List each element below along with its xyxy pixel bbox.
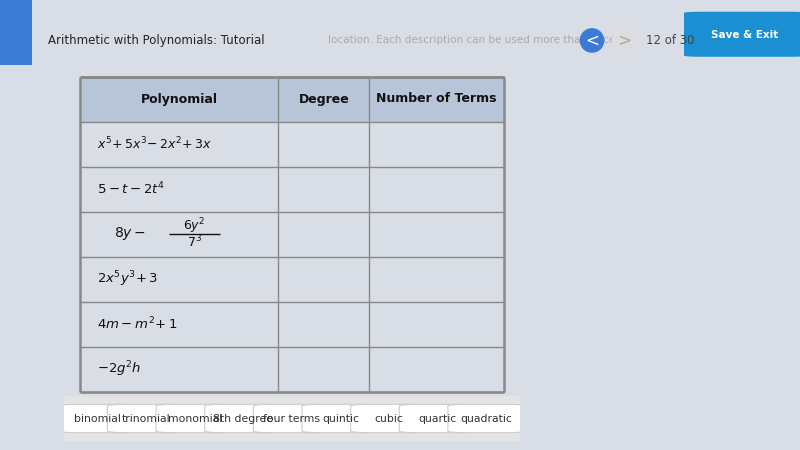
Text: quartic: quartic [418, 414, 457, 423]
Text: quintic: quintic [322, 414, 359, 423]
Bar [0, 0, 32, 65]
FancyBboxPatch shape [156, 404, 234, 433]
Text: cubic: cubic [375, 414, 404, 423]
Text: location. Each description can be used more than once.: location. Each description can be used m… [328, 36, 618, 45]
Text: 8th degree: 8th degree [214, 414, 274, 423]
Bar [80, 76, 504, 122]
FancyBboxPatch shape [448, 404, 526, 433]
Text: Arithmetic with Polynomials: Tutorial: Arithmetic with Polynomials: Tutorial [48, 34, 265, 47]
Text: binomial: binomial [74, 414, 121, 423]
Text: monomial: monomial [167, 414, 222, 423]
FancyBboxPatch shape [205, 404, 282, 433]
FancyBboxPatch shape [302, 404, 379, 433]
FancyBboxPatch shape [107, 404, 185, 433]
Text: $8y-$: $8y-$ [114, 225, 146, 243]
Text: 12 of 30: 12 of 30 [646, 34, 694, 47]
FancyBboxPatch shape [350, 404, 428, 433]
Text: $-2g^2h$: $-2g^2h$ [97, 359, 142, 379]
Text: $6y^2$: $6y^2$ [183, 216, 206, 236]
Text: $x^5\!+5x^3\!-2x^2\!+3x$: $x^5\!+5x^3\!-2x^2\!+3x$ [97, 136, 212, 152]
Text: four terms: four terms [263, 414, 321, 423]
Text: $7^3$: $7^3$ [187, 234, 202, 250]
FancyBboxPatch shape [50, 395, 534, 442]
Text: >: > [617, 32, 631, 50]
FancyBboxPatch shape [254, 404, 330, 433]
Text: Polynomial: Polynomial [141, 93, 218, 105]
Text: Save & Exit: Save & Exit [711, 30, 778, 40]
Text: Number of Terms: Number of Terms [376, 93, 497, 105]
Text: <: < [585, 32, 599, 50]
Text: $4m-m^2\!+1$: $4m-m^2\!+1$ [97, 316, 178, 332]
FancyBboxPatch shape [58, 404, 136, 433]
FancyBboxPatch shape [399, 404, 477, 433]
Text: $5-t-2t^4$: $5-t-2t^4$ [97, 181, 165, 197]
Text: $2x^5y^3\!+3$: $2x^5y^3\!+3$ [97, 269, 158, 289]
Text: Degree: Degree [298, 93, 349, 105]
FancyBboxPatch shape [684, 12, 800, 57]
Text: quadratic: quadratic [461, 414, 513, 423]
Text: trinomial: trinomial [122, 414, 170, 423]
